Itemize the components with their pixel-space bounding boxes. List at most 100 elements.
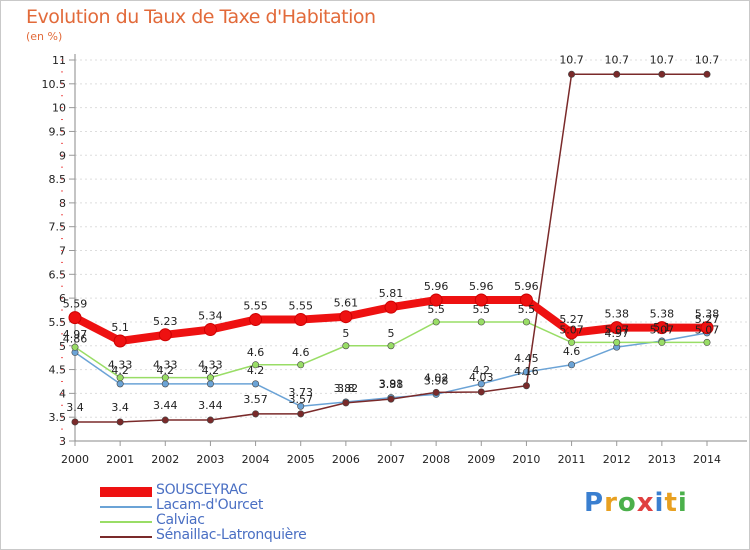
data-label-1: 4.97 [604,327,629,340]
x-tick-label: 2014 [693,453,721,466]
data-label-0: 5.23 [153,315,178,328]
data-label-2: 4.33 [153,359,178,372]
series-point-2 [613,338,621,346]
data-label-1: 3.91 [379,378,404,391]
data-label-2: 4.33 [108,359,133,372]
data-label-2: 5.07 [604,323,629,336]
series-point-2 [161,374,169,382]
series-point-0 [429,293,443,307]
y-tick-label: 6.5 [49,268,67,281]
logo-letter: t [664,488,678,518]
data-label-2: 4.33 [198,359,223,372]
series-point-0 [700,321,714,335]
x-tick-label: 2010 [512,453,540,466]
x-tick-label: 2009 [467,453,495,466]
data-label-3: 3.88 [379,378,404,391]
series-point-3 [387,395,395,403]
series-point-0 [655,321,669,335]
data-label-0: 5.38 [695,308,720,321]
data-label-3: 3.57 [243,393,268,406]
data-label-0: 5.27 [559,313,584,326]
series-point-3 [297,410,305,418]
chart-title: Evolution du Taux de Taxe d'Habitation [26,6,376,28]
legend-label: Calviac [156,512,205,528]
series-point-3 [568,70,576,78]
series-point-3 [206,416,214,424]
data-label-1: 4.45 [514,352,539,365]
y-tick-label: 7.5 [49,221,67,234]
data-label-0: 5.61 [334,297,359,310]
y-tick-label: 3.5 [49,411,67,424]
data-label-2: 4.6 [292,346,310,359]
data-label-3: 10.7 [650,53,675,66]
y-tick-label: 8.5 [49,173,67,186]
series-point-3 [658,70,666,78]
data-label-2: 5 [388,327,395,340]
chart-unit: (en %) [26,30,63,43]
series-point-0 [294,313,308,327]
series-point-2 [522,318,530,326]
data-label-2: 4.97 [63,328,88,341]
series-point-3 [703,70,711,78]
series-point-0 [249,313,263,327]
y-tick-label: 10 [52,102,66,115]
series-point-0 [113,334,127,348]
logo-letter: P [584,488,605,518]
series-point-3 [432,388,440,396]
x-tick-label: 2013 [648,453,676,466]
series-point-1 [477,380,485,388]
data-label-0: 5.59 [63,298,88,311]
logo-letter: r [604,488,618,518]
series-point-2 [297,361,305,369]
series-point-2 [206,374,214,382]
logo-letter: i [677,488,688,518]
data-label-3: 3.44 [198,399,223,412]
data-label-0: 5.81 [379,287,404,300]
series-point-3 [522,382,530,390]
series-point-0 [610,321,624,335]
x-tick-label: 2001 [106,453,134,466]
y-tick-label: 4.5 [49,364,67,377]
data-label-1: 3.73 [288,386,313,399]
data-label-3: 4.02 [424,371,449,384]
data-label-1: 4.2 [202,364,220,377]
data-label-2: 5.07 [695,323,720,336]
legend-label: Lacam-d'Ourcet [156,497,264,513]
data-label-2: 5.5 [518,303,536,316]
logo-letter: i [654,488,665,518]
series-point-2 [116,374,124,382]
data-label-2: 5.07 [559,323,584,336]
axes [71,54,747,442]
x-tick-label: 2012 [603,453,631,466]
series-lines [68,70,714,426]
legend-label: SOUSCEYRAC [156,482,248,498]
legend-label: Sénaillac-Latronquière [156,527,307,543]
series-point-2 [387,342,395,350]
series-point-3 [613,70,621,78]
x-tick-label: 2004 [242,453,270,466]
data-label-1: 4.6 [563,345,581,358]
data-label-3: 3.4 [66,401,84,414]
x-tick-label: 2007 [377,453,405,466]
data-label-1: 3.98 [424,374,449,387]
series-point-0 [203,323,217,337]
data-label-0: 5.96 [469,280,494,293]
series-point-1 [297,402,305,410]
legend-swatch [100,521,152,523]
data-label-3: 4.16 [514,365,539,378]
x-axis-ticks: 2000 2001 2002 2003 2004 2005 2006 2007 2008 2009… [61,441,721,466]
series-point-0 [158,328,172,342]
data-label-2: 5.07 [650,323,675,336]
grid-lines [75,59,747,442]
x-tick-label: 2002 [151,453,179,466]
x-tick-label: 2003 [196,453,224,466]
series-point-2 [342,342,350,350]
x-tick-label: 2005 [287,453,315,466]
series-point-0 [565,326,579,340]
x-tick-label: 2000 [61,453,89,466]
series-point-0 [68,311,82,325]
data-label-1: 4.2 [157,364,175,377]
